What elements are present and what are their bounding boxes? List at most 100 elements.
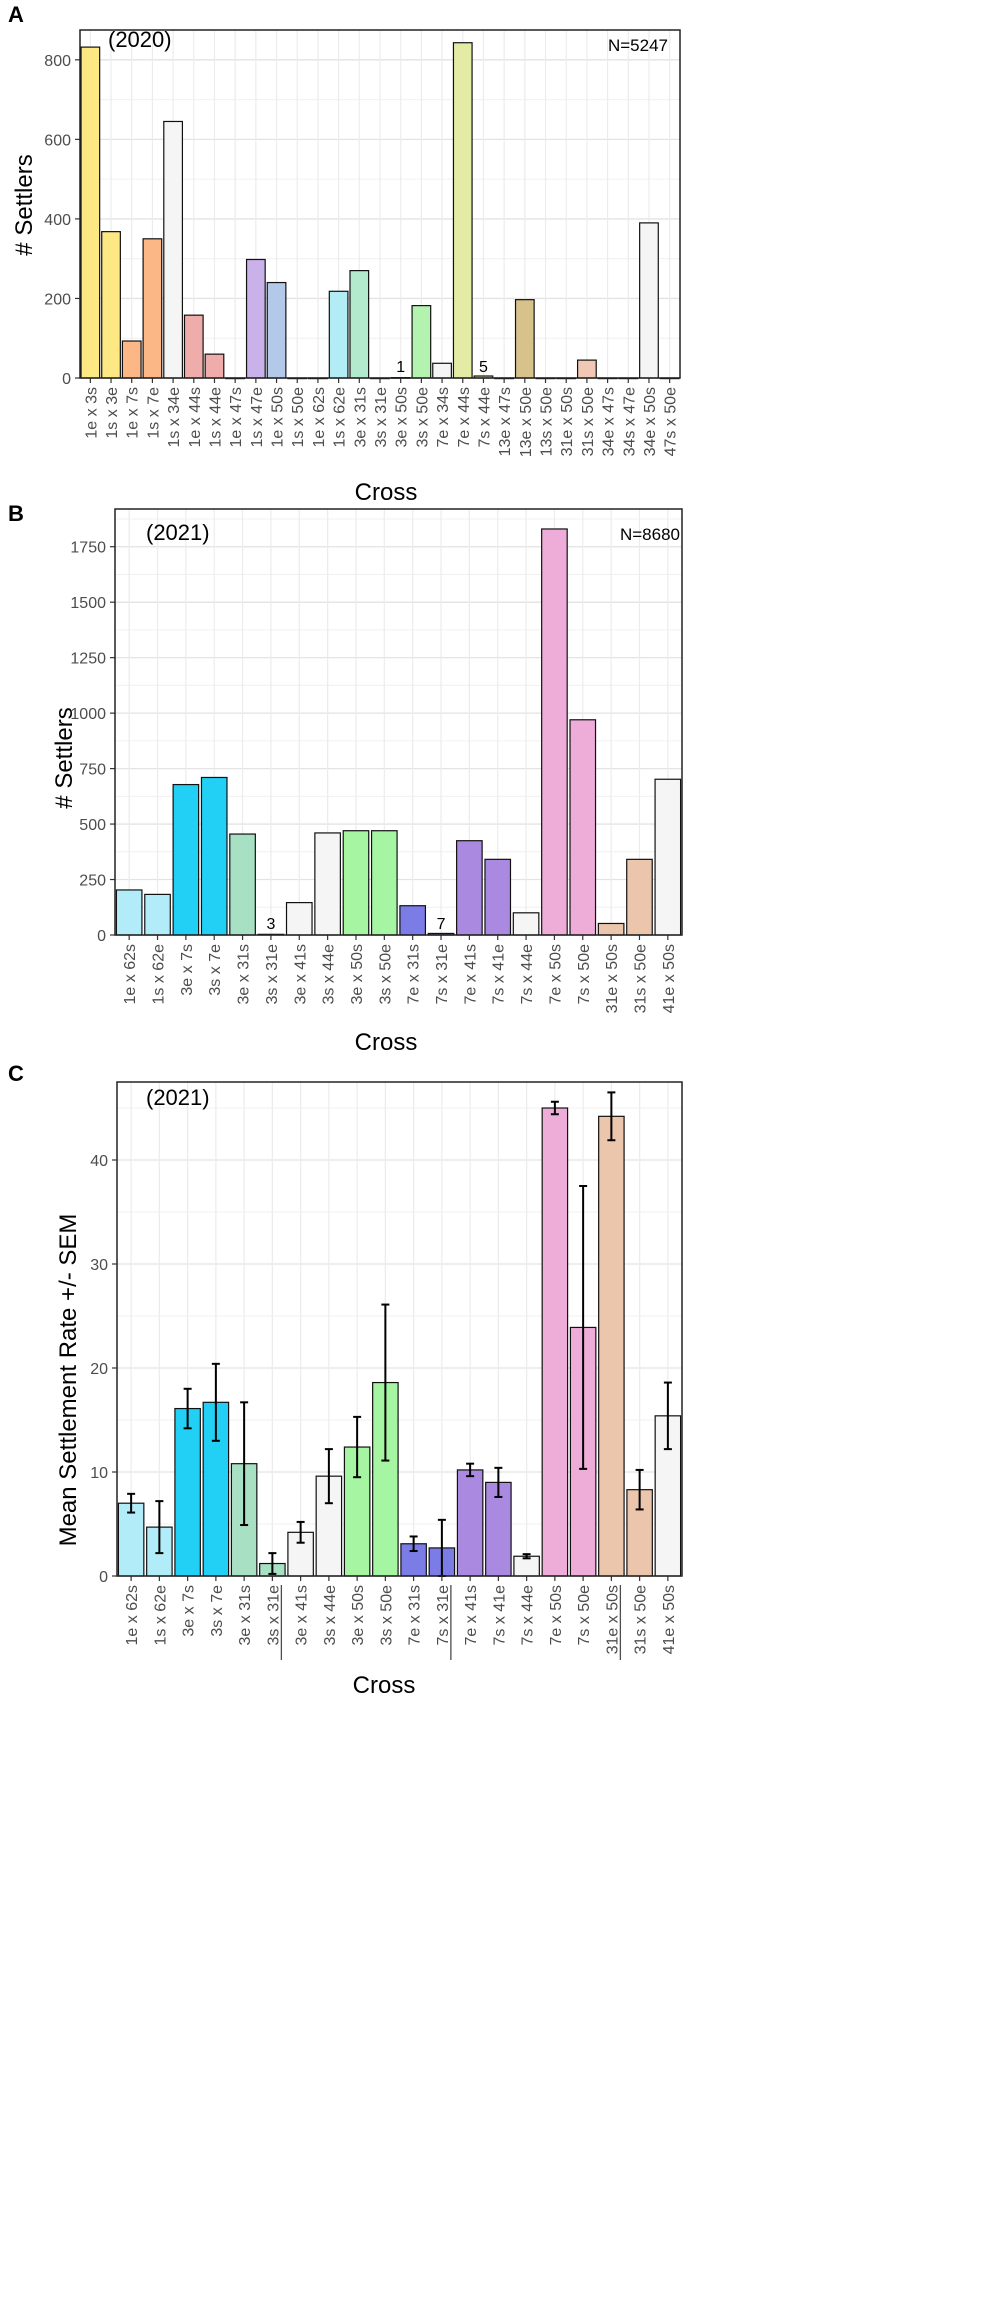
x-tick-label: 1s x 7e <box>145 387 162 439</box>
bar <box>163 120 184 379</box>
x-tick-label: 7s x 31e <box>434 944 451 1005</box>
x-tick-label: 3s x 50e <box>377 944 394 1005</box>
y-tick-label: 750 <box>79 762 106 779</box>
x-tick-label: 1e x 3s <box>83 387 100 439</box>
data-label: 5 <box>479 359 488 376</box>
x-tick-label: 3e x 41s <box>292 944 309 1004</box>
bar <box>485 1481 512 1577</box>
y-tick-label: 1000 <box>70 706 106 723</box>
bar <box>200 776 228 936</box>
bar <box>285 902 313 936</box>
x-tick-label: 31s x 50e <box>580 387 597 456</box>
bar <box>569 719 597 936</box>
y-tick-label: 250 <box>79 873 106 890</box>
bar <box>144 893 171 936</box>
bar <box>411 305 432 379</box>
y-tick-label: 1500 <box>70 595 106 612</box>
x-tick-label: 7s x 44e <box>476 387 493 448</box>
panel-a-xlabel: Cross <box>355 479 418 506</box>
panel-b-letter: B <box>8 501 24 526</box>
bar <box>484 858 512 936</box>
x-tick-label: 3e x 50s <box>394 387 411 447</box>
y-tick-label: 1750 <box>70 540 106 557</box>
y-tick-label: 200 <box>44 291 71 308</box>
x-tick-label: 31e x 50s <box>604 944 621 1013</box>
bar <box>245 258 266 379</box>
x-tick-label: 7e x 31s <box>407 1585 424 1645</box>
y-tick-label: 500 <box>79 817 106 834</box>
bar <box>626 858 653 936</box>
x-tick-label: 7s x 41e <box>491 944 508 1005</box>
x-tick-label: 1s x 62e <box>332 387 349 448</box>
bar <box>342 830 370 936</box>
bar <box>172 783 200 936</box>
x-tick-label: 3s x 44e <box>322 1585 339 1646</box>
bar <box>452 42 473 379</box>
bar <box>512 912 540 936</box>
x-tick-label: 3e x 7s <box>181 1585 198 1637</box>
panel-c-year: (2021) <box>146 1085 210 1110</box>
bar <box>598 1115 625 1577</box>
x-tick-label: 1e x 62s <box>124 1585 141 1645</box>
bar <box>541 528 568 936</box>
bar <box>514 299 535 379</box>
x-tick-label: 1e x 44s <box>187 387 204 447</box>
x-tick-label: 1s x 34e <box>166 387 183 448</box>
x-tick-label: 3e x 50s <box>349 944 366 1004</box>
x-tick-label: 3s x 31e <box>373 387 390 448</box>
x-tick-label: 1e x 62s <box>122 944 139 1004</box>
x-tick-label: 7s x 44e <box>519 944 536 1005</box>
x-tick-label: 3e x 41s <box>294 1585 311 1645</box>
y-tick-label: 600 <box>44 132 71 149</box>
bar <box>654 778 682 936</box>
x-tick-label: 13e x 47s <box>497 387 514 456</box>
x-tick-label: 7s x 44e <box>520 1585 537 1646</box>
x-tick-label: 31e x 50s <box>604 1585 621 1654</box>
y-tick-label: 40 <box>90 1153 108 1170</box>
chart-c: 0 10 20 30 40 1e x 62s 1s x 62e 3e x 7s 3s x 7e 3… <box>90 1081 683 1660</box>
bar <box>117 1502 145 1577</box>
bar <box>142 238 163 379</box>
bar <box>456 1469 484 1577</box>
x-tick-label: 1e x 47s <box>228 387 245 447</box>
x-tick-label: 47s x 50e <box>663 387 680 456</box>
bar <box>266 281 287 379</box>
x-tick-label: 3s x 7e <box>209 1585 226 1637</box>
bar <box>597 922 625 936</box>
data-label: 3 <box>266 916 275 933</box>
x-tick-label: 7e x 50s <box>548 1585 565 1645</box>
panel-a-n: N=5247 <box>608 36 668 55</box>
bar <box>101 231 121 379</box>
x-tick-label: 31s x 50e <box>633 1585 650 1654</box>
x-tick-label: 41e x 50s <box>661 944 678 1013</box>
x-tick-label: 13e x 50e <box>518 387 535 457</box>
panel-c: C 0 10 20 30 40 1e x 62s 1s x 62e 3e x 7s 3s x 7… <box>8 1061 683 1699</box>
x-tick-label: 3s x 31e <box>264 944 281 1005</box>
x-tick-label: 3s x 31e <box>265 1585 282 1646</box>
panel-border <box>116 1081 683 1577</box>
bar <box>328 290 349 379</box>
x-tick-label: 34e x 50s <box>642 387 659 456</box>
x-tick-label: 7e x 41s <box>463 1585 480 1645</box>
y-tick-label: 400 <box>44 212 71 229</box>
y-tick-label: 800 <box>44 53 71 70</box>
bar <box>204 353 225 379</box>
bar <box>432 362 452 379</box>
panel-b-year: (2021) <box>146 520 210 545</box>
bar <box>541 1107 569 1577</box>
panel-c-letter: C <box>8 1061 24 1086</box>
bar <box>639 222 659 379</box>
x-tick-label: 3e x 7s <box>179 944 196 996</box>
x-tick-label: 1e x 62s <box>311 387 328 447</box>
x-tick-label: 31s x 50e <box>632 944 649 1013</box>
x-tick-label: 3e x 50s <box>350 1585 367 1645</box>
y-tick-label: 20 <box>90 1361 108 1378</box>
x-tick-label: 7e x 41s <box>462 944 479 1004</box>
x-tick-label: 1e x 7s <box>125 387 142 439</box>
data-label: 7 <box>437 916 446 933</box>
x-tick-label: 1s x 62e <box>151 944 168 1005</box>
x-tick-label: 7e x 31s <box>406 944 423 1004</box>
